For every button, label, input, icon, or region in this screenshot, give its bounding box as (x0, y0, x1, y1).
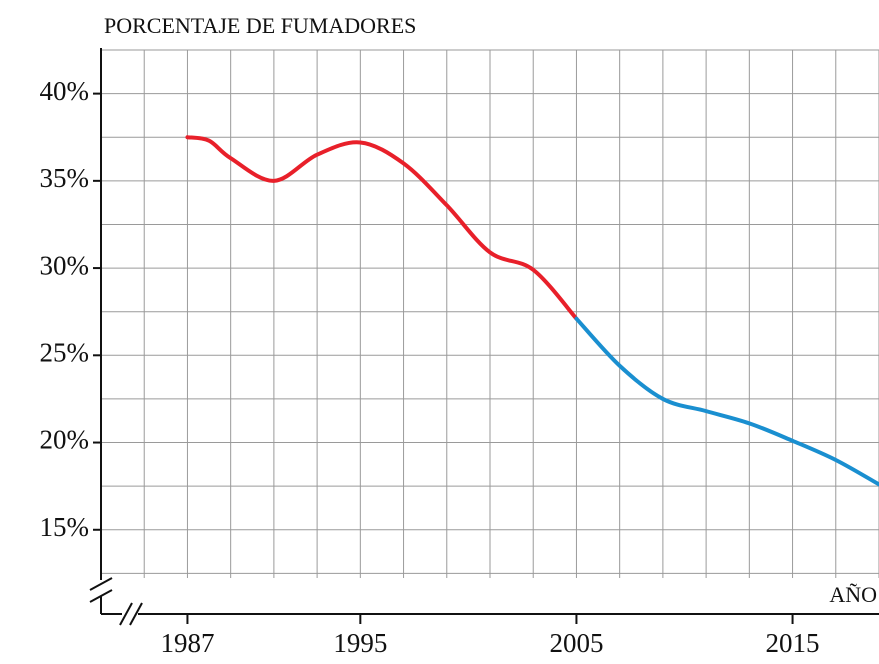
y-axis-label: PORCENTAJE DE FUMADORES (104, 13, 416, 38)
x-tick-label: 2015 (766, 628, 820, 658)
grid (101, 49, 879, 578)
line-series (574, 316, 879, 487)
y-tick-label: 25% (40, 338, 90, 368)
y-tick-label: 40% (40, 76, 90, 106)
x-tick-label: 2005 (549, 628, 603, 658)
axis-break (89, 577, 113, 591)
axis-break (119, 602, 133, 626)
axis-break (89, 589, 113, 603)
x-axis-label: AÑO (829, 582, 877, 607)
y-tick-label: 30% (40, 250, 90, 280)
y-tick-label: 20% (40, 425, 90, 455)
y-tick-label: 35% (40, 163, 90, 193)
line-series (185, 135, 579, 321)
x-tick-label: 1995 (333, 628, 387, 658)
x-tick-label: 1987 (160, 628, 214, 658)
y-tick-label: 15% (40, 512, 90, 542)
plot (185, 135, 879, 487)
axis-break (129, 602, 143, 626)
